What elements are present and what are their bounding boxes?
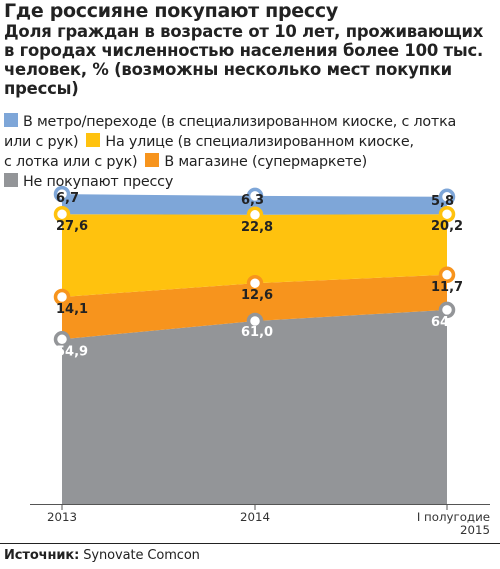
marker-street-1 xyxy=(246,206,264,224)
chart-subtitle: Доля граждан в возрасте от 10 лет, прожи… xyxy=(4,22,484,98)
legend-label-metro-part2: или с рук) xyxy=(4,134,79,150)
data-label-shop-0: 14,1 xyxy=(56,302,88,317)
area-metro xyxy=(62,194,447,215)
area-layers xyxy=(62,194,447,504)
marker-shop-2 xyxy=(438,266,456,284)
marker-shop-1 xyxy=(246,274,264,292)
source-value: Synovate Comcon xyxy=(83,548,200,563)
marker-none-2 xyxy=(438,301,456,319)
x-axis: 2013 2014 I полугодие 2015 xyxy=(30,504,490,537)
chart-title: Где россияне покупают прессу xyxy=(4,0,338,22)
x-tick-label-0: 2013 xyxy=(47,510,77,524)
marker-none-0 xyxy=(53,331,71,348)
legend-row-3: с лотка или с рук) В магазине (супермарке… xyxy=(4,152,498,172)
marker-street-2 xyxy=(438,205,456,223)
legend-swatch-none xyxy=(4,173,18,187)
legend-row-1: В метро/переходе (в специализированном к… xyxy=(4,112,498,132)
data-label-street-1: 22,8 xyxy=(241,220,273,235)
footer-rule xyxy=(0,543,500,544)
data-markers xyxy=(53,185,456,348)
data-label-none-0: 54,9 xyxy=(56,344,88,359)
data-labels: 54,9 61,0 64,7 14,1 12,6 11,7 27,6 22,8 20,2 6,7 6… xyxy=(56,191,463,359)
legend-swatch-shop xyxy=(145,153,160,167)
marker-street-0 xyxy=(53,205,71,223)
marker-metro-0 xyxy=(53,185,71,203)
legend-label-shop: В магазине (супермаркете) xyxy=(164,154,368,170)
legend-row-2: или с рук) На улице (в специализированном… xyxy=(4,132,498,152)
data-label-shop-2: 11,7 xyxy=(431,280,463,295)
data-label-metro-1: 6,3 xyxy=(241,193,264,208)
marker-shop-0 xyxy=(53,288,71,306)
x-tick-label-1: 2014 xyxy=(240,510,270,524)
legend-label-street-part2: с лотка или с рук) xyxy=(4,154,138,170)
data-label-street-0: 27,6 xyxy=(56,219,88,234)
area-none xyxy=(62,309,447,504)
data-label-none-1: 61,0 xyxy=(241,325,273,340)
data-label-metro-0: 6,7 xyxy=(56,191,79,206)
data-label-metro-2: 5,8 xyxy=(431,194,454,209)
legend-label-metro-part1: В метро/переходе (в специализированном к… xyxy=(23,114,457,130)
source-label: Источник: xyxy=(4,548,80,563)
x-tick-label-2: I полугодие 2015 xyxy=(417,510,490,537)
marker-none-1 xyxy=(246,312,264,330)
data-label-shop-1: 12,6 xyxy=(241,288,273,303)
marker-metro-2 xyxy=(438,188,456,206)
area-street xyxy=(62,214,447,297)
legend-label-street-part1: На улице (в специализированном киоске, xyxy=(105,134,414,150)
source-note: Источник: Synovate Comcon xyxy=(4,548,200,563)
marker-metro-1 xyxy=(246,187,264,205)
data-label-street-2: 20,2 xyxy=(431,219,463,234)
area-shop xyxy=(62,274,447,340)
data-label-none-2: 64,7 xyxy=(431,315,463,330)
legend-swatch-street xyxy=(86,133,101,147)
legend-swatch-metro xyxy=(4,113,18,127)
